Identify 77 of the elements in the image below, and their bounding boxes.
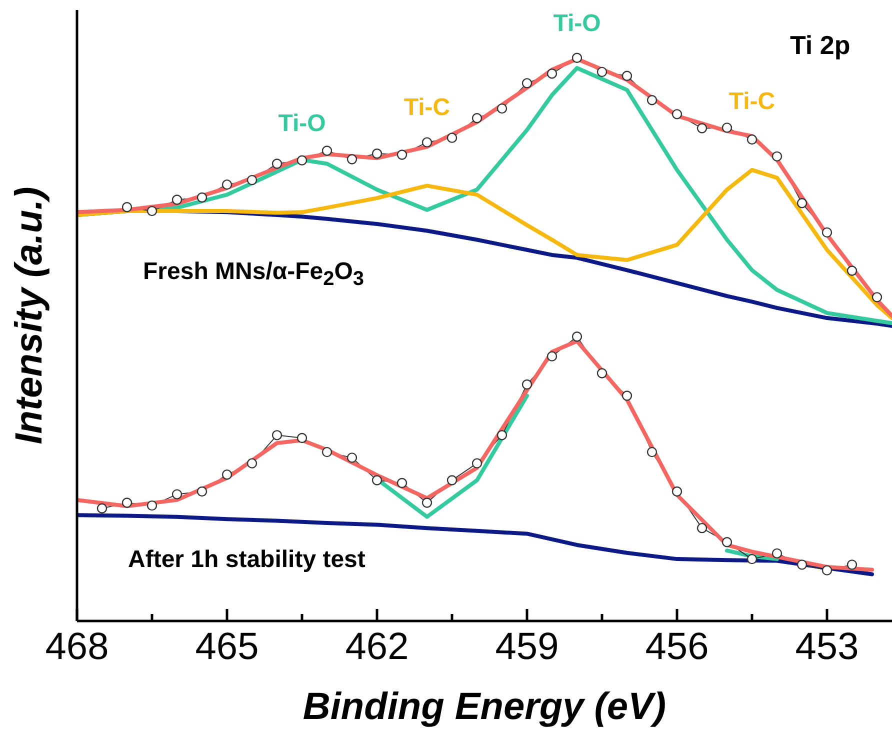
point [872,292,882,302]
point [672,109,682,120]
point [146,206,158,216]
x-tick-label: 468 [45,626,109,668]
point [472,113,482,124]
annotation: Ti-O [552,10,602,38]
point [272,158,282,169]
y-axis-title: Intensity (a.u.) [8,186,52,444]
point [772,151,782,162]
point [822,227,832,238]
point [596,66,608,78]
point [396,478,408,488]
point [246,458,258,468]
point [796,560,808,570]
point [746,134,758,145]
annotation: After 1h stability test [128,546,366,574]
point [622,390,632,401]
annotation: Ti 2p [790,30,850,61]
point [622,70,632,81]
x-axis-title: Binding Energy (eV) [302,686,668,729]
point [696,522,708,534]
point [172,489,182,500]
point [422,498,432,508]
point [146,500,158,511]
x-tick-label: 459 [495,626,559,668]
point [246,174,258,186]
point [646,95,658,106]
point [496,430,508,440]
point [546,351,558,362]
x-tick-label: 465 [195,626,259,668]
point [422,137,432,148]
point [572,332,582,342]
point [572,52,582,63]
x-tick-label: 456 [645,626,709,668]
point [196,192,208,203]
point [346,452,358,463]
point [472,458,482,468]
point [722,122,732,133]
point [522,78,532,88]
point [496,103,508,114]
point [722,537,732,548]
point [222,469,232,480]
point [122,202,132,212]
point [396,150,408,160]
point [746,554,758,564]
point [772,548,782,559]
point [346,154,358,164]
point [96,503,108,514]
point [546,68,558,79]
annotation: Fresh MNs/α-Fe$_{2}$O$_{3}$ [143,258,364,291]
annotation: Ti-C [402,94,452,122]
point [296,155,308,166]
point [322,446,332,458]
point [446,132,458,143]
point [596,368,608,378]
point [522,379,532,390]
annotation: Ti-O [277,110,327,138]
point [696,123,708,134]
point [822,565,832,576]
point [222,179,232,190]
point [122,498,132,508]
point [296,432,308,444]
point [172,194,182,205]
point [796,198,808,208]
x-tick-label: 453 [795,626,859,668]
point [372,148,382,159]
point [322,146,332,156]
point [196,486,208,497]
point [272,430,282,440]
point [672,486,682,497]
point [846,266,858,276]
point [372,475,382,486]
x-tick-label: 462 [345,626,409,668]
point [646,446,658,458]
annotation: Ti-C [728,88,776,116]
point [846,560,858,570]
point [446,475,458,486]
